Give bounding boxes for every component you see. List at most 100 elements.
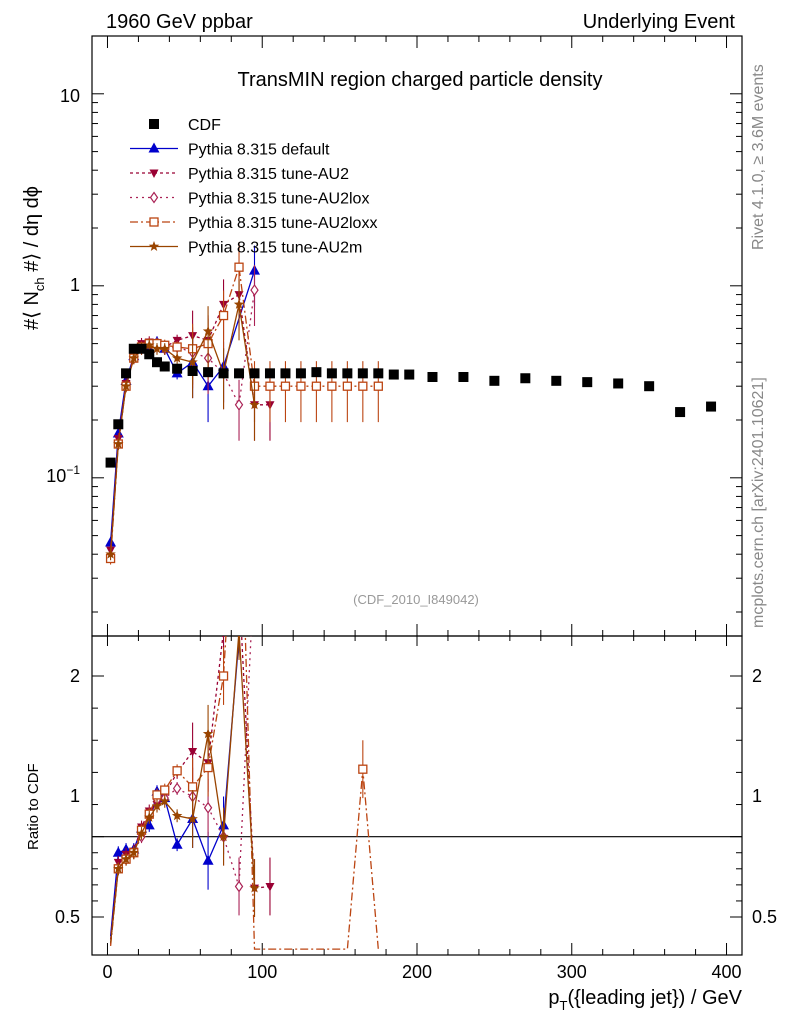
ratio-tick-label-2-left: 2 [70,666,80,686]
ratio-point [152,790,162,800]
ratio-point [128,847,140,858]
legend-label: CDF [188,117,221,134]
cdf-data-point [234,368,245,379]
legend-marker [149,217,159,227]
data-point [112,427,124,438]
ratio-plot-area [92,626,742,950]
chart-title: TransMIN region charged particle density [238,69,603,91]
ratio-point [218,671,229,681]
cdf-data-point [357,368,368,379]
cdf-data-point [373,368,384,379]
ratio-point [159,795,170,806]
data-point [120,380,132,391]
x-tick-label: 0 [102,962,112,982]
cdf-data-point [105,457,116,468]
cdf-data-point [613,378,624,389]
y-tick-label-0.1: 10−1 [46,463,80,486]
x-tick-label: 100 [247,962,277,982]
data-point [296,381,306,391]
cdf-data-point [582,377,593,388]
ratio-tick-label-0.5-right: 0.5 [752,907,777,927]
cdf-data-point [172,363,183,374]
legend-label: Pythia 8.315 tune-AU2loxx [188,215,377,232]
ratio-tick-label-1-right: 1 [752,786,762,806]
ratio-line-pythia-8-315-tune-au2lox [109,636,252,945]
data-point [327,381,337,391]
data-point [218,310,229,321]
ratio-point [144,811,155,822]
cdf-data-point [144,349,155,360]
data-point [171,352,183,363]
x-tick-labels: 0 100 200 300 400 [102,962,741,982]
data-point [249,399,260,410]
ratio-point [172,782,182,795]
legend-label: Pythia 8.315 tune-AU2m [188,240,362,257]
data-point [187,356,198,367]
rivet-label: Rivet 4.1.0, ≥ 3.6M events [750,64,767,250]
cdf-data-point [520,373,531,384]
cdf-data-point [264,368,275,379]
data-point [144,339,155,350]
legend-marker [148,241,160,251]
ratio-point [234,880,244,893]
ratio-point [202,854,214,865]
series-line-pythia-8-315-default [109,270,256,543]
cdf-data-point [489,375,500,386]
data-point [202,325,214,336]
main-plot-area [105,242,717,565]
ratio-point [265,882,275,892]
cdf-data-point [280,368,291,379]
data-point [373,381,383,391]
cdf-data-point [187,365,198,376]
ratio-line-pythia-8-315-tune-au2m [109,636,256,943]
legend-marker [149,119,159,129]
header-left: 1960 GeV ppbar [106,11,253,33]
legend: CDF Pythia 8.315 default Pythia 8.315 tune… [130,117,377,257]
y-tick-label-1: 1 [70,275,80,295]
data-point [151,343,163,354]
ratio-point [202,728,214,739]
ratio-point [223,636,224,637]
data-point [159,343,170,354]
cdf-data-point [113,419,124,430]
cdf-data-point [675,407,686,418]
legend-marker [149,191,159,204]
ratio-line-pythia-8-315-default [109,636,240,937]
ratio-point [218,831,229,842]
data-point [234,262,244,272]
cdf-data-point [121,368,132,379]
ratio-point [187,813,198,824]
x-tick-label: 300 [557,962,587,982]
mcplots-label: mcplots.cern.ch [arXiv:2401.10621] [750,377,767,628]
ratio-point [112,846,124,857]
ratio-point [203,801,213,814]
series-line-pythia-8-315-tune-au2loxx [109,267,379,559]
cdf-data-point [311,367,322,378]
legend-label: Pythia 8.315 default [188,142,330,159]
ratio-tick-label-0.5-left: 0.5 [55,907,80,927]
ratio-point [120,853,132,864]
cdf-data-point [203,367,214,378]
cdf-data-point [159,361,170,372]
ratio-point [249,882,260,893]
ratio-point [143,819,155,830]
ratio-point [151,800,163,811]
header-right: Underlying Event [583,11,736,33]
ratio-point [234,626,244,636]
cdf-data-point [404,369,415,380]
legend-label: Pythia 8.315 tune-AU2lox [188,191,369,208]
ratio-point [136,827,147,838]
ratio-point [172,766,182,776]
data-point [234,398,244,411]
cdf-data-point [326,368,337,379]
data-point [311,381,322,391]
cdf-data-point [458,371,469,382]
axis-ticks [92,35,742,955]
legend-marker [149,169,159,178]
cdf-data-point [388,369,399,380]
ratio-point [188,748,198,757]
ratio-tick-label-1-left: 1 [70,786,80,806]
ratio-axis-label: Ratio to CDF [25,763,42,850]
ratio-point [160,785,170,795]
ratio-point [171,838,183,849]
